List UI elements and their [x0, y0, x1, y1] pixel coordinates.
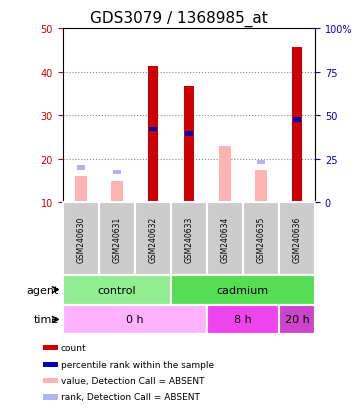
Bar — [113, 170, 121, 175]
Text: 0 h: 0 h — [126, 315, 144, 325]
Text: agent: agent — [27, 285, 59, 295]
Text: count: count — [61, 344, 86, 352]
Text: value, Detection Call = ABSENT: value, Detection Call = ABSENT — [61, 376, 204, 385]
Text: 8 h: 8 h — [234, 315, 252, 325]
Bar — [148, 67, 158, 203]
Bar — [63, 305, 207, 335]
Bar — [149, 128, 157, 132]
Text: rank, Detection Call = ABSENT: rank, Detection Call = ABSENT — [61, 392, 199, 401]
Text: percentile rank within the sample: percentile rank within the sample — [61, 360, 214, 369]
Text: GSM240631: GSM240631 — [112, 216, 121, 262]
Bar — [43, 394, 58, 400]
Bar — [171, 275, 315, 305]
Bar — [207, 305, 279, 335]
Bar — [279, 305, 315, 335]
Bar — [43, 345, 58, 351]
Text: GDS3079 / 1368985_at: GDS3079 / 1368985_at — [90, 10, 268, 26]
Bar — [111, 182, 122, 203]
Text: time: time — [34, 315, 59, 325]
Bar — [43, 362, 58, 367]
Bar — [293, 118, 301, 122]
Text: GSM240630: GSM240630 — [76, 216, 85, 262]
Bar — [255, 170, 267, 203]
Bar — [184, 87, 194, 203]
Text: cadmium: cadmium — [217, 285, 269, 295]
Bar — [219, 146, 231, 203]
Text: 20 h: 20 h — [285, 315, 309, 325]
Bar — [185, 132, 193, 136]
Bar — [43, 378, 58, 383]
Text: GSM240636: GSM240636 — [292, 216, 301, 262]
Bar — [77, 166, 85, 170]
Text: GSM240633: GSM240633 — [184, 216, 193, 262]
Text: GSM240635: GSM240635 — [256, 216, 265, 262]
Text: control: control — [97, 285, 136, 295]
Text: GSM240634: GSM240634 — [221, 216, 229, 262]
Bar — [292, 47, 302, 203]
Text: GSM240632: GSM240632 — [148, 216, 157, 262]
Bar — [257, 161, 265, 165]
Bar — [63, 275, 171, 305]
Bar — [75, 177, 87, 203]
